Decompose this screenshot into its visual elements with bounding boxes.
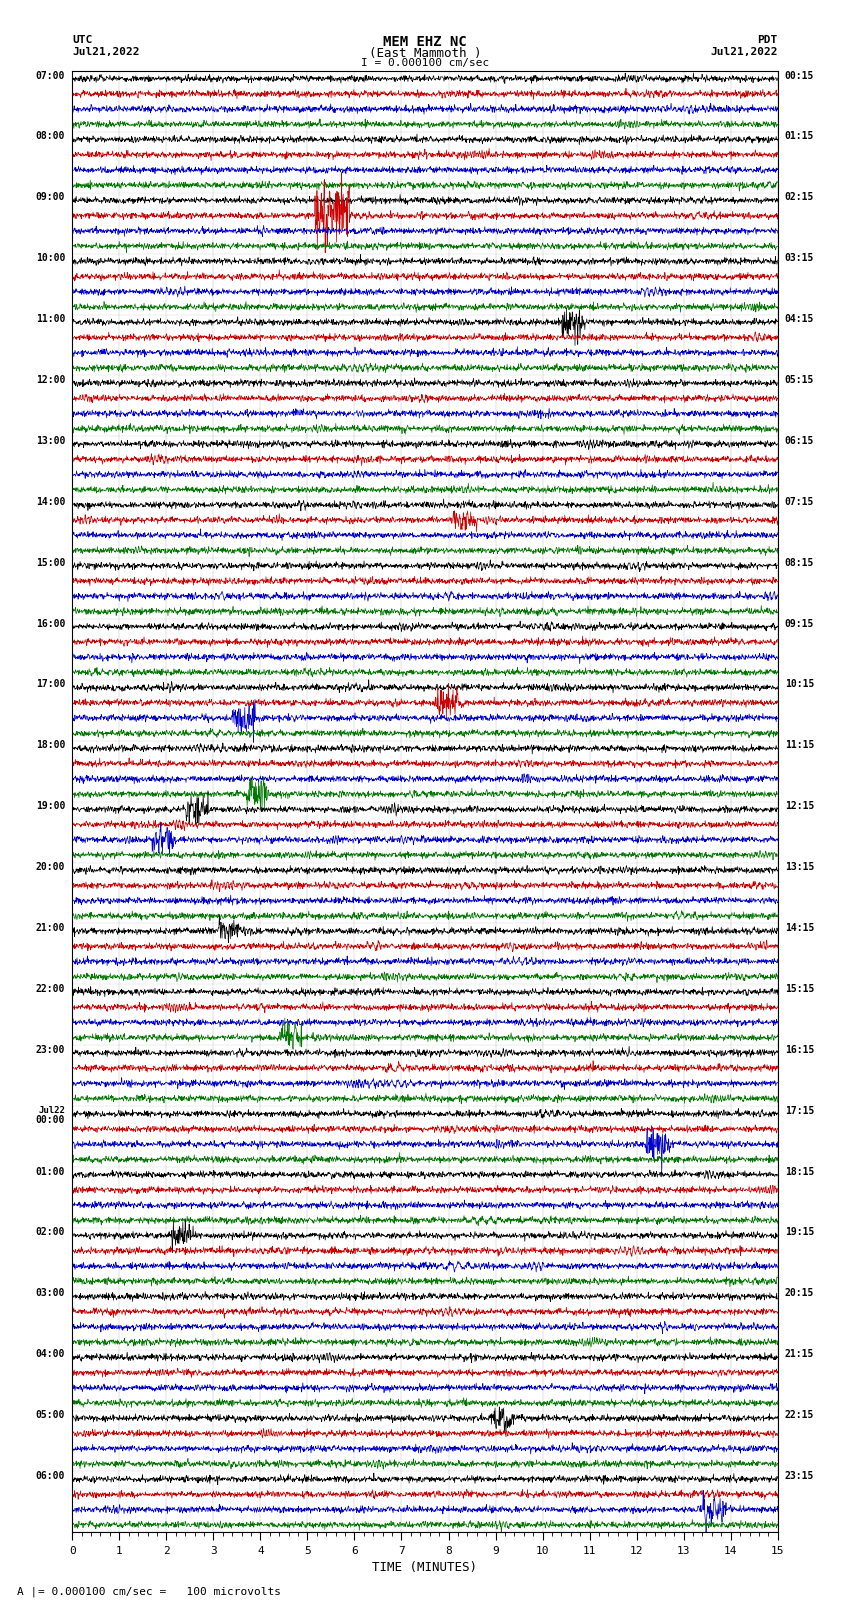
Text: 21:15: 21:15 [785, 1348, 814, 1360]
Text: 11:15: 11:15 [785, 740, 814, 750]
Text: I = 0.000100 cm/sec: I = 0.000100 cm/sec [361, 58, 489, 68]
Text: 08:15: 08:15 [785, 558, 814, 568]
Text: 10:15: 10:15 [785, 679, 814, 689]
Text: (East Mammoth ): (East Mammoth ) [369, 47, 481, 60]
Text: 08:00: 08:00 [36, 131, 65, 142]
Text: 20:15: 20:15 [785, 1289, 814, 1298]
Text: 17:15: 17:15 [785, 1105, 814, 1116]
Text: Jul22: Jul22 [38, 1107, 65, 1115]
Text: 19:00: 19:00 [36, 802, 65, 811]
Text: 04:15: 04:15 [785, 315, 814, 324]
Text: 10:00: 10:00 [36, 253, 65, 263]
Text: 13:15: 13:15 [785, 861, 814, 873]
Text: 00:00: 00:00 [36, 1115, 65, 1124]
Text: 20:00: 20:00 [36, 861, 65, 873]
Text: 23:15: 23:15 [785, 1471, 814, 1481]
Text: 07:00: 07:00 [36, 71, 65, 81]
Text: 17:00: 17:00 [36, 679, 65, 689]
Text: 16:15: 16:15 [785, 1045, 814, 1055]
Text: 11:00: 11:00 [36, 315, 65, 324]
Text: 04:00: 04:00 [36, 1348, 65, 1360]
Text: 12:15: 12:15 [785, 802, 814, 811]
Text: 21:00: 21:00 [36, 923, 65, 932]
Text: PDT: PDT [757, 35, 778, 45]
Text: 14:00: 14:00 [36, 497, 65, 506]
Text: UTC: UTC [72, 35, 93, 45]
Text: 02:00: 02:00 [36, 1227, 65, 1237]
Text: 15:00: 15:00 [36, 558, 65, 568]
Text: 22:00: 22:00 [36, 984, 65, 994]
Text: 19:15: 19:15 [785, 1227, 814, 1237]
Text: 18:00: 18:00 [36, 740, 65, 750]
Text: 14:15: 14:15 [785, 923, 814, 932]
Text: 05:00: 05:00 [36, 1410, 65, 1419]
Text: Jul21,2022: Jul21,2022 [72, 47, 139, 56]
Text: 15:15: 15:15 [785, 984, 814, 994]
Text: 01:15: 01:15 [785, 131, 814, 142]
Text: 00:15: 00:15 [785, 71, 814, 81]
Text: 09:00: 09:00 [36, 192, 65, 202]
Text: Jul21,2022: Jul21,2022 [711, 47, 778, 56]
Text: 03:00: 03:00 [36, 1289, 65, 1298]
Text: A |: A | [17, 1586, 37, 1597]
Text: 02:15: 02:15 [785, 192, 814, 202]
Text: 06:00: 06:00 [36, 1471, 65, 1481]
Text: 06:15: 06:15 [785, 436, 814, 445]
Text: 16:00: 16:00 [36, 618, 65, 629]
Text: 09:15: 09:15 [785, 618, 814, 629]
Text: MEM EHZ NC: MEM EHZ NC [383, 35, 467, 50]
Text: 03:15: 03:15 [785, 253, 814, 263]
Text: 18:15: 18:15 [785, 1166, 814, 1176]
Text: 12:00: 12:00 [36, 374, 65, 386]
X-axis label: TIME (MINUTES): TIME (MINUTES) [372, 1561, 478, 1574]
Text: 07:15: 07:15 [785, 497, 814, 506]
Text: 05:15: 05:15 [785, 374, 814, 386]
Text: 01:00: 01:00 [36, 1166, 65, 1176]
Text: 13:00: 13:00 [36, 436, 65, 445]
Text: 23:00: 23:00 [36, 1045, 65, 1055]
Text: = 0.000100 cm/sec =   100 microvolts: = 0.000100 cm/sec = 100 microvolts [38, 1587, 281, 1597]
Text: 22:15: 22:15 [785, 1410, 814, 1419]
